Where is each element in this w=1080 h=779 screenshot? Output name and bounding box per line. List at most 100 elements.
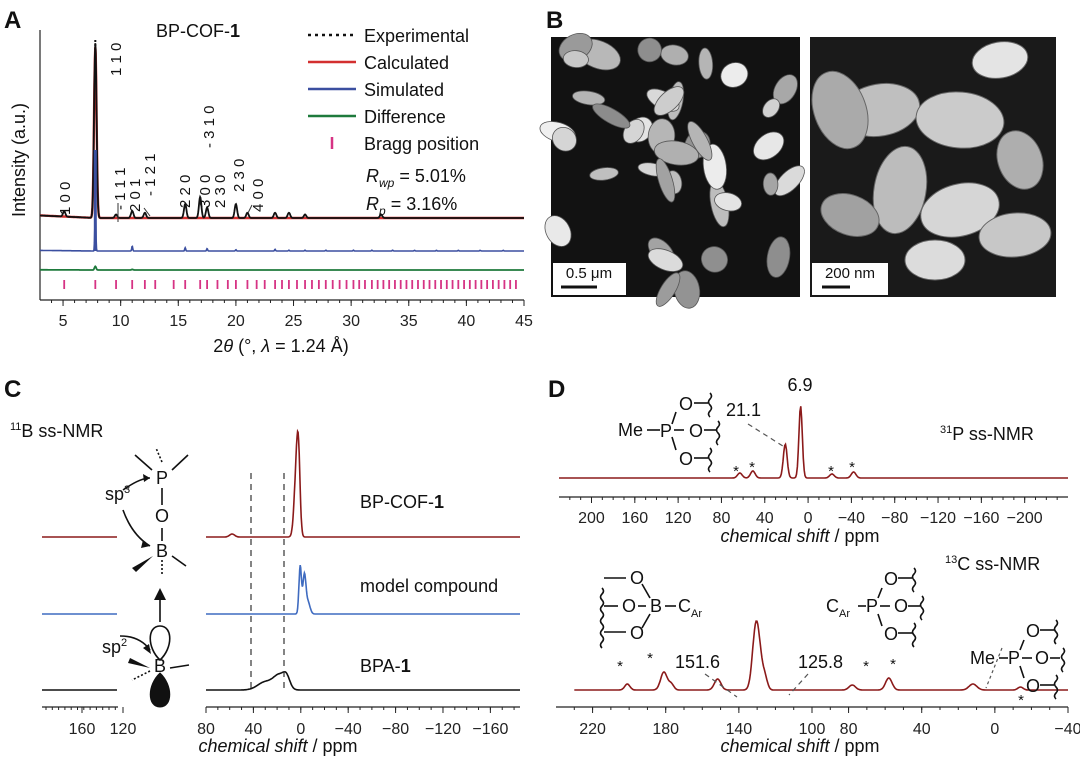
- hkl-230b: 2 3 0: [231, 159, 248, 192]
- trace-label-model: model compound: [360, 576, 498, 596]
- sem-particle: [872, 145, 928, 235]
- atom-p: P: [156, 468, 168, 488]
- atom-p: P: [866, 596, 878, 616]
- panel-d-annotations: 6.9 21.1 * * * * 151.6 125.8 * * * * *: [617, 375, 1024, 709]
- sem-particle: [698, 47, 714, 80]
- panel-a-legend: Experimental Calculated Simulated Differ…: [308, 26, 479, 218]
- sem-particle: [647, 248, 684, 272]
- sem-particle: [589, 167, 619, 181]
- sem-particle: [592, 103, 631, 129]
- o: O: [884, 569, 898, 589]
- star: *: [1018, 692, 1024, 709]
- sem-particle: [653, 140, 700, 166]
- x-tick-label: 100: [799, 721, 826, 738]
- star: *: [733, 463, 739, 480]
- panel-d-structures: Me P O O O O O O B CAr CAr P O: [599, 392, 1066, 700]
- sem-particle: [753, 131, 785, 161]
- x-tick-label: 40: [756, 510, 774, 527]
- x-tick-label: 15: [169, 313, 187, 330]
- panel-a-rwp: Rwp = 5.01%: [366, 166, 466, 190]
- x-tick-label: 40: [457, 313, 475, 330]
- x-tick-label: −120: [920, 510, 956, 527]
- sem-particle: [904, 239, 966, 281]
- peak-6-9: 6.9: [787, 375, 812, 395]
- x-tick-label: 0: [296, 721, 305, 738]
- sem-image-right: 200 nm: [810, 37, 1056, 297]
- series-difference: [40, 265, 524, 271]
- x-tick-label: 20: [227, 313, 245, 330]
- panel-d-p-axis: 200 160 120 80 40 0 −40 −80 −120 −160 −200 chemica…: [559, 496, 1068, 546]
- label-car: CAr: [826, 596, 850, 620]
- sem-particle: [562, 50, 589, 68]
- label-sp2: sp2: [102, 637, 127, 657]
- sem-particle: [978, 212, 1052, 258]
- label-sp3: sp3: [105, 484, 130, 504]
- x-tick-label: 200: [578, 510, 605, 527]
- scale-bar-left-label: 0.5 μm: [566, 265, 612, 282]
- panel-c-spectra: BP-COF-1 model compound BPA-1: [42, 428, 520, 691]
- panel-c-structures: P O B sp3 B sp2: [102, 447, 190, 708]
- x-tick-label: 160: [69, 721, 96, 738]
- panel-d-c13-label: 13C ss-NMR: [945, 554, 1040, 574]
- sem-particle: [762, 172, 779, 196]
- x-tick-label: 5: [59, 313, 68, 330]
- o: O: [630, 568, 644, 588]
- atom-b: B: [650, 596, 662, 616]
- x-tick-label: 30: [342, 313, 360, 330]
- sem-particle: [701, 246, 728, 273]
- panel-a-ylabel: Intensity (a.u.): [9, 103, 29, 217]
- panel-a-reflections: 1 0 0 1 1 0 - 1 1 1 2 0 1 - 1 2 1 2 2 0 …: [57, 43, 267, 222]
- o: O: [679, 449, 693, 469]
- x-tick-label: 40: [244, 721, 262, 738]
- legend-experimental: Experimental: [364, 26, 469, 46]
- hkl-100: 1 0 0: [57, 182, 74, 215]
- hkl-leader: [143, 207, 151, 217]
- x-tick-label: −120: [425, 721, 461, 738]
- x-tick-label: −40: [1054, 721, 1080, 738]
- panel-d-p-xlabel: chemical shift / ppm: [720, 526, 879, 546]
- x-tick-label: −160: [472, 721, 508, 738]
- o: O: [1026, 676, 1040, 696]
- x-tick-label: 40: [913, 721, 931, 738]
- panel-a-traces: [40, 40, 524, 289]
- panel-a-letter: A: [4, 7, 21, 34]
- peak-125-8: 125.8: [798, 652, 843, 672]
- panel-d-traces: [559, 406, 1068, 691]
- atom-o: O: [155, 506, 169, 526]
- series-experimental: [40, 43, 524, 219]
- x-tick-label: −200: [1007, 510, 1043, 527]
- x-tick-label: 180: [652, 721, 679, 738]
- x-tick-label: 45: [515, 313, 533, 330]
- star: *: [647, 650, 653, 667]
- p-orbital-top: [149, 625, 171, 662]
- panel-a-x-ticks: 5 10 15 20 25 30 35 40 45: [51, 300, 533, 330]
- panel-c-axis: 160 120 80 40 0 −40 −80 −120 −160 chemical shift…: [42, 706, 520, 756]
- arrow-to-b: [122, 509, 151, 547]
- hkl-m310: - 3 1 0: [201, 105, 218, 148]
- label-car: CAr: [678, 596, 702, 620]
- legend-calculated: Calculated: [364, 53, 449, 73]
- trace-bpa: [206, 671, 520, 691]
- hkl-110: 1 1 0: [108, 43, 125, 76]
- panel-a-xlabel: 2θ (°, λ = 1.24 Å): [213, 336, 348, 356]
- scale-bar-right-label: 200 nm: [825, 265, 875, 282]
- x-tick-label: −40: [335, 721, 362, 738]
- label-me: Me: [618, 420, 643, 440]
- hkl-400: 4 0 0: [250, 179, 267, 212]
- sem-particle: [971, 41, 1029, 79]
- label-me: Me: [970, 648, 995, 668]
- wedge-bond: [132, 556, 153, 572]
- x-tick-label: −40: [838, 510, 865, 527]
- hkl-230a: 2 3 0: [212, 175, 229, 208]
- atom-p-top: P: [660, 421, 672, 441]
- x-tick-label: 120: [665, 510, 692, 527]
- sem-particle: [655, 158, 676, 203]
- x-tick-label: 35: [400, 313, 418, 330]
- o: O: [884, 624, 898, 644]
- sem-particle: [687, 121, 713, 161]
- x-tick-label: −80: [881, 510, 908, 527]
- x-tick-label: 25: [285, 313, 303, 330]
- legend-bragg: Bragg position: [364, 134, 479, 154]
- panel-b-sem-images: 0.5 μm 200 nm: [539, 32, 1056, 309]
